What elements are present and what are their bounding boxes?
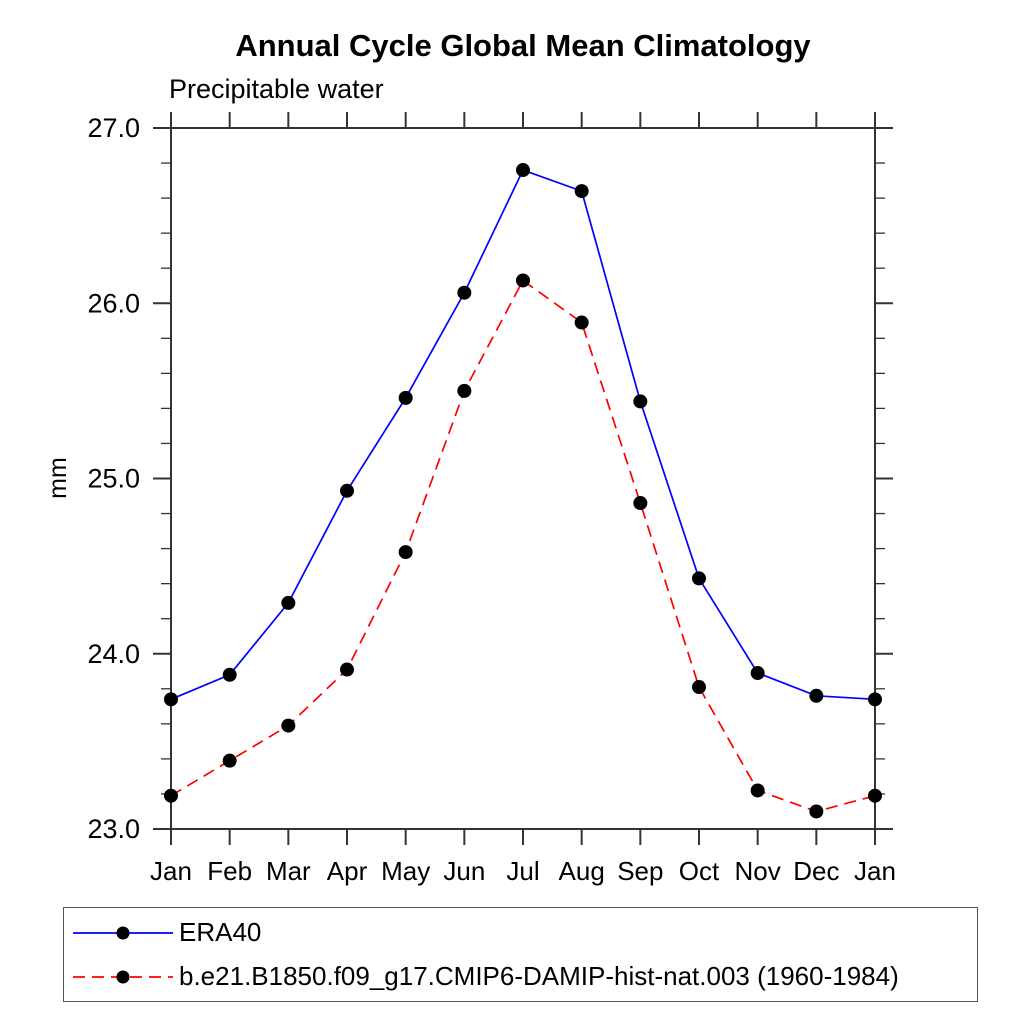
data-point-marker	[574, 315, 589, 330]
chart-subtitle: Precipitable water	[169, 74, 384, 104]
data-point-marker	[340, 483, 354, 498]
plot-border	[170, 127, 876, 830]
series-line-1	[170, 279, 876, 813]
data-point-marker	[281, 595, 296, 610]
data-point-marker	[809, 804, 824, 819]
x-tick-label: Jul	[506, 856, 539, 886]
data-point-marker	[281, 718, 296, 733]
chart-title: Annual Cycle Global Mean Climatology	[235, 28, 811, 63]
data-point-marker	[750, 783, 765, 798]
data-point-marker	[692, 680, 706, 695]
x-tick-label: Nov	[735, 856, 781, 886]
legend-item-model: b.e21.B1850.f09_g17.CMIP6-DAMIP-hist-nat…	[72, 958, 977, 996]
x-tick-label: Sep	[617, 856, 663, 886]
x-tick-label: Jun	[443, 856, 485, 886]
y-tick-label: 25.0	[87, 464, 140, 494]
legend: ERA40 b.e21.B1850.f09_g17.CMIP6-DAMIP-hi…	[63, 907, 978, 1002]
y-tick-label: 23.0	[87, 814, 140, 844]
x-tick-label: Mar	[266, 856, 311, 886]
data-point-marker	[633, 394, 648, 409]
x-tick-label: Feb	[207, 856, 252, 886]
data-point-marker	[516, 273, 530, 288]
data-point-marker	[457, 383, 472, 398]
series-line-0	[170, 169, 876, 701]
data-point-marker	[164, 788, 178, 803]
data-point-marker	[750, 666, 765, 681]
data-point-marker	[574, 184, 589, 199]
x-tick-label: May	[381, 856, 430, 886]
y-tick-label: 24.0	[87, 639, 140, 669]
x-tick-label: Jan	[854, 856, 896, 886]
x-tick-label: Oct	[679, 856, 720, 886]
data-point-marker	[516, 163, 530, 178]
data-point-marker	[809, 688, 824, 703]
data-point-marker	[692, 571, 706, 586]
x-tick-label: Jan	[150, 856, 192, 886]
legend-line-sample	[73, 970, 173, 983]
data-point-marker	[633, 496, 648, 511]
y-tick-label: 27.0	[87, 113, 140, 143]
data-point-marker	[398, 390, 413, 405]
x-tick-label: Dec	[793, 856, 839, 886]
legend-label: ERA40	[179, 917, 262, 947]
legend-item-era40: ERA40	[72, 914, 977, 952]
data-point-marker	[164, 692, 178, 707]
data-point-marker	[222, 753, 237, 768]
x-tick-label: Apr	[327, 856, 368, 886]
data-point-marker	[340, 662, 354, 677]
x-tick-label: Aug	[559, 856, 605, 886]
data-point-marker	[398, 545, 413, 560]
legend-label: b.e21.B1850.f09_g17.CMIP6-DAMIP-hist-nat…	[179, 961, 899, 991]
data-point-marker	[457, 285, 472, 300]
legend-line-sample	[73, 926, 173, 939]
data-point-marker	[222, 667, 237, 682]
y-tick-label: 26.0	[87, 288, 140, 318]
data-point-marker	[868, 692, 882, 707]
data-point-marker	[868, 788, 882, 803]
